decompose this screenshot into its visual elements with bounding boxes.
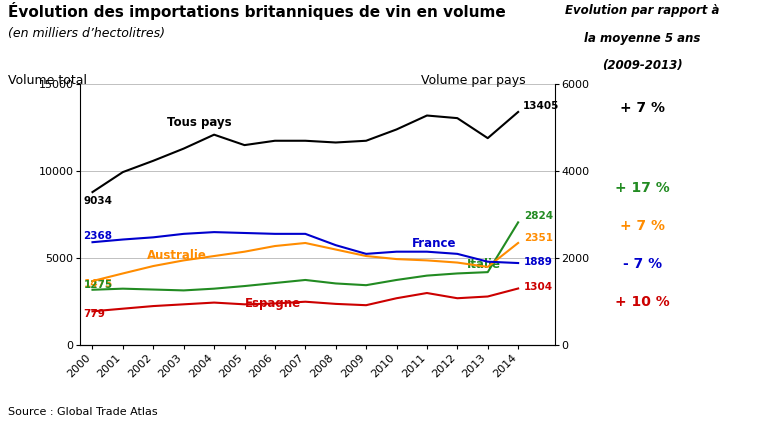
Text: Évolution des importations britanniques de vin en volume: Évolution des importations britanniques … (8, 2, 506, 20)
Text: 2824: 2824 (524, 211, 553, 221)
Text: 779: 779 (83, 309, 106, 319)
Text: Volume total: Volume total (8, 74, 86, 87)
Text: (en milliers d’hectolitres): (en milliers d’hectolitres) (8, 27, 164, 40)
Text: 2351: 2351 (524, 233, 553, 243)
Text: - 7 %: - 7 % (623, 257, 662, 271)
Text: Australie: Australie (147, 249, 207, 262)
Text: 13405: 13405 (522, 101, 559, 111)
Text: + 7 %: + 7 % (620, 219, 665, 233)
Text: 1275: 1275 (83, 280, 112, 290)
Text: 1475: 1475 (83, 279, 112, 289)
Text: Volume par pays: Volume par pays (421, 74, 526, 87)
Text: Tous pays: Tous pays (167, 116, 231, 129)
Text: + 17 %: + 17 % (615, 181, 670, 195)
Text: (2009-2013): (2009-2013) (602, 59, 683, 72)
Text: Evolution par rapport à: Evolution par rapport à (565, 4, 720, 17)
Text: + 7 %: + 7 % (620, 101, 665, 115)
Text: Source : Global Trade Atlas: Source : Global Trade Atlas (8, 407, 158, 417)
Text: 1304: 1304 (524, 282, 553, 292)
Text: 9034: 9034 (83, 196, 112, 206)
Text: Espagne: Espagne (245, 297, 301, 310)
Text: + 10 %: + 10 % (615, 295, 670, 309)
Text: France: France (412, 237, 456, 250)
Text: 1889: 1889 (524, 257, 553, 267)
Text: la moyenne 5 ans: la moyenne 5 ans (584, 32, 701, 45)
Text: Italie: Italie (467, 258, 500, 271)
Text: 2368: 2368 (83, 231, 112, 241)
